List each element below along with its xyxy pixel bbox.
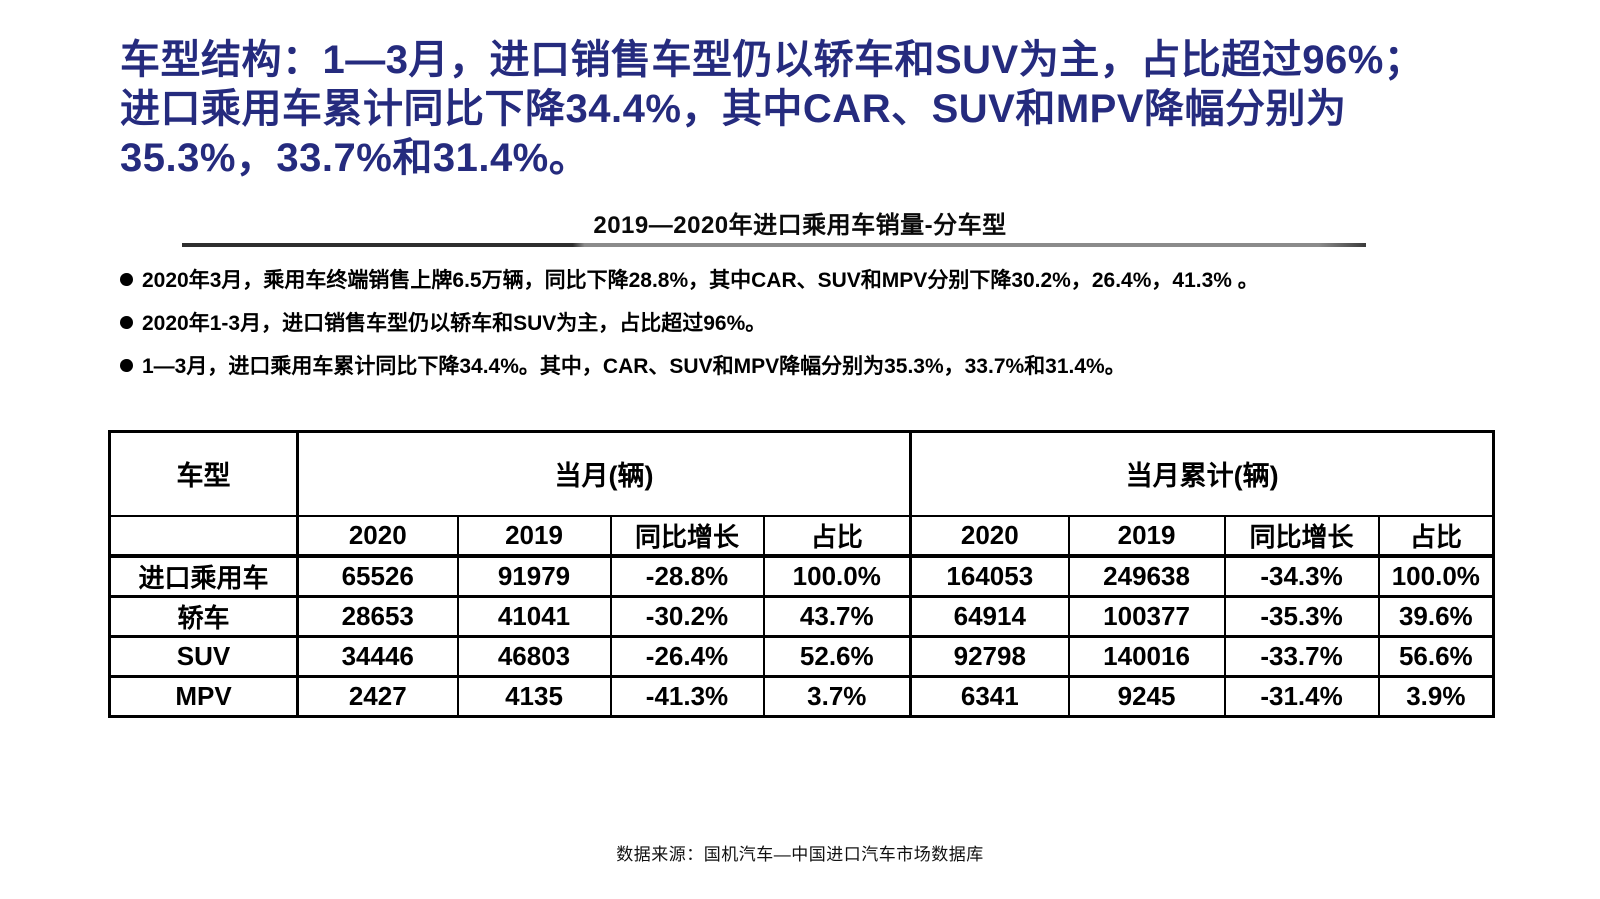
- col-header-2020-cum: 2020: [909, 514, 1070, 558]
- page-title: 车型结构：1—3月，进口销售车型仍以轿车和SUV为主，占比超过96%； 进口乘用…: [120, 36, 1490, 184]
- table-cell: 3.9%: [1377, 674, 1495, 718]
- bullet-marker-icon: [120, 272, 133, 286]
- table-cell: 100377: [1067, 594, 1226, 638]
- table-cell: 56.6%: [1377, 634, 1495, 678]
- table-cell: 41041: [456, 594, 612, 638]
- col-header-share-cum: 占比: [1377, 514, 1495, 558]
- table-cell: 64914: [909, 594, 1070, 638]
- table-cell: 46803: [456, 634, 612, 678]
- table-cell: 9245: [1067, 674, 1226, 718]
- col-header-share-month: 占比: [762, 514, 912, 558]
- table-cell: 2427: [296, 674, 459, 718]
- table-row-imported-total: 进口乘用车 65526 91979 -28.8% 100.0% 164053 2…: [108, 554, 1495, 598]
- row-label: 进口乘用车: [108, 554, 299, 598]
- table-cell: 249638: [1067, 554, 1226, 598]
- table-cell: -31.4%: [1223, 674, 1380, 718]
- sales-table: 车型 当月(辆) 当月累计(辆) 2020 2019 同比增长 占比 2020 …: [108, 430, 1496, 718]
- table-cell: 52.6%: [762, 634, 912, 678]
- section-title-rule: [182, 243, 1366, 247]
- bullet-text: 2020年1-3月，进口销售车型仍以轿车和SUV为主，占比超过96%。: [142, 312, 767, 335]
- page-title-line-1: 车型结构：1—3月，进口销售车型仍以轿车和SUV为主，占比超过96%；: [120, 38, 1425, 82]
- table-cell: -28.8%: [609, 554, 765, 598]
- col-header-yoy-month: 同比增长: [609, 514, 765, 558]
- page-title-line-2: 进口乘用车累计同比下降34.4%，其中CAR、SUV和MPV降幅分别为: [120, 87, 1347, 132]
- table-cell: 140016: [1067, 634, 1226, 678]
- table-group-header-row: 车型 当月(辆) 当月累计(辆): [108, 430, 1495, 517]
- row-label: MPV: [108, 674, 299, 718]
- table-cell: -30.2%: [609, 594, 765, 638]
- row-label: 轿车: [108, 594, 299, 638]
- table-cell: 28653: [296, 594, 459, 638]
- table-row-car: 轿车 28653 41041 -30.2% 43.7% 64914 100377…: [108, 594, 1495, 638]
- table-sub-header-row: 2020 2019 同比增长 占比 2020 2019 同比增长 占比: [108, 514, 1495, 558]
- row-label: SUV: [108, 634, 299, 678]
- table-cell: -26.4%: [609, 634, 765, 678]
- table-cell: -34.3%: [1223, 554, 1380, 598]
- table-cell: -41.3%: [609, 674, 765, 718]
- bullet-marker-icon: [120, 315, 133, 329]
- col-group-current-month: 当月(辆): [295, 430, 912, 517]
- col-header-2019-cum: 2019: [1067, 514, 1226, 558]
- table-cell: 34446: [296, 634, 459, 678]
- col-header-2019-month: 2019: [456, 514, 612, 558]
- col-header-2020-month: 2020: [296, 514, 459, 558]
- table-cell: 92798: [909, 634, 1070, 678]
- col-group-cumulative: 当月累计(辆): [909, 430, 1495, 517]
- table-cell: 4135: [456, 674, 612, 718]
- bullet-item: 2020年1-3月，进口销售车型仍以轿车和SUV为主，占比超过96%。: [120, 309, 1450, 335]
- table-row-mpv: MPV 2427 4135 -41.3% 3.7% 6341 9245 -31.…: [108, 674, 1495, 718]
- bullet-item: 1—3月，进口乘用车累计同比下降34.4%。其中，CAR、SUV和MPV降幅分别…: [120, 352, 1450, 378]
- source-note: 数据来源：国机汽车—中国进口汽车市场数据库: [616, 845, 984, 864]
- bullet-marker-icon: [120, 358, 133, 372]
- table-cell: 100.0%: [1377, 554, 1495, 598]
- table-cell: 3.7%: [762, 674, 912, 718]
- col-header-model: 车型: [108, 430, 299, 517]
- table-cell: -33.7%: [1223, 634, 1380, 678]
- page-title-line-3: 35.3%，33.7%和31.4%。: [120, 136, 590, 181]
- table-cell: 39.6%: [1377, 594, 1495, 638]
- table-cell: 6341: [909, 674, 1070, 718]
- bullet-text: 2020年3月，乘用车终端销售上牌6.5万辆，同比下降28.8%，其中CAR、S…: [142, 269, 1259, 292]
- bullet-text: 1—3月，进口乘用车累计同比下降34.4%。其中，CAR、SUV和MPV降幅分别…: [142, 355, 1126, 378]
- bullet-list: 2020年3月，乘用车终端销售上牌6.5万辆，同比下降28.8%，其中CAR、S…: [120, 266, 1450, 395]
- col-header-yoy-cum: 同比增长: [1223, 514, 1380, 558]
- col-header-empty: [108, 514, 299, 558]
- section-title: 2019—2020年进口乘用车销量-分车型: [593, 212, 1007, 239]
- table-cell: -35.3%: [1223, 594, 1380, 638]
- table-row-suv: SUV 34446 46803 -26.4% 52.6% 92798 14001…: [108, 634, 1495, 678]
- table-cell: 43.7%: [762, 594, 912, 638]
- bullet-item: 2020年3月，乘用车终端销售上牌6.5万辆，同比下降28.8%，其中CAR、S…: [120, 266, 1450, 292]
- table-cell: 65526: [296, 554, 459, 598]
- table-cell: 100.0%: [762, 554, 912, 598]
- table-cell: 164053: [909, 554, 1070, 598]
- table-cell: 91979: [456, 554, 612, 598]
